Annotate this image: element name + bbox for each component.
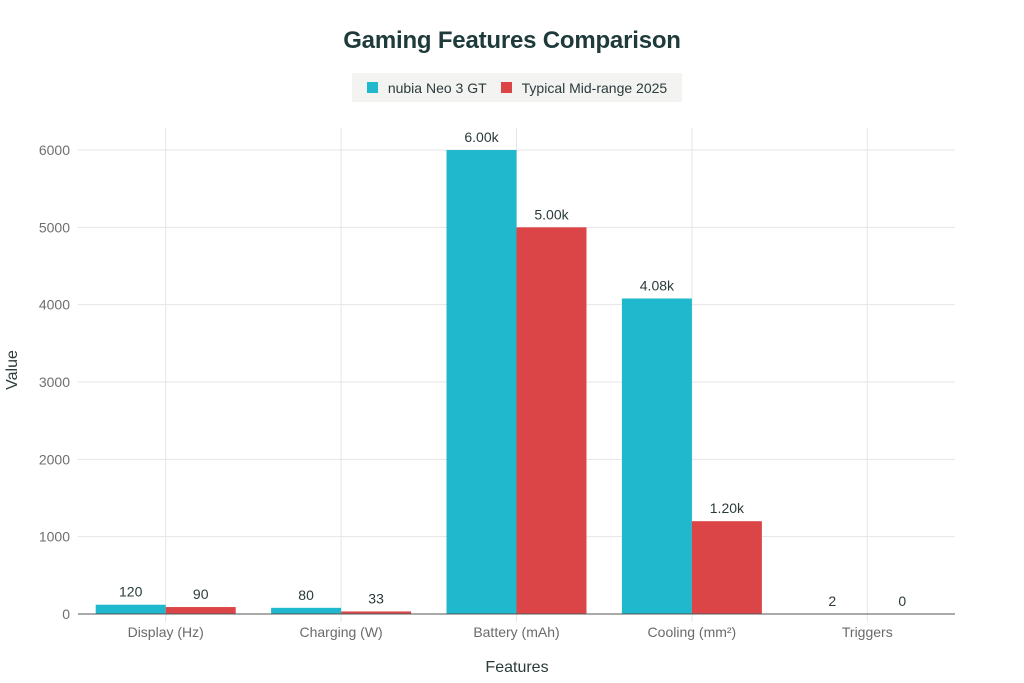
bar[interactable] <box>341 611 412 614</box>
y-tick-label: 5000 <box>39 219 70 235</box>
y-tick-label: 4000 <box>39 297 70 313</box>
bar[interactable] <box>516 227 587 615</box>
bar-value-label: 80 <box>298 587 314 603</box>
x-tick-label: Triggers <box>842 624 893 640</box>
y-tick-label: 6000 <box>39 142 70 158</box>
bar-value-label: 1.20k <box>710 500 745 516</box>
legend-label: Typical Mid-range 2025 <box>521 79 668 96</box>
legend-swatch-icon <box>366 82 378 93</box>
y-tick-label: 0 <box>62 606 70 622</box>
bar-value-label: 2 <box>828 593 836 609</box>
bar-value-label: 0 <box>898 593 906 609</box>
legend: nubia Neo 3 GT Typical Mid-range 2025 <box>352 73 682 102</box>
x-tick-label: Cooling (mm²) <box>648 624 737 640</box>
bar-value-label: 6.00k <box>464 129 499 145</box>
bar[interactable] <box>95 604 166 614</box>
y-tick-label: 1000 <box>39 529 70 545</box>
bar[interactable] <box>621 298 692 614</box>
y-axis-title: Value <box>4 350 21 390</box>
y-tick-label: 2000 <box>39 451 70 467</box>
bar[interactable] <box>271 607 342 614</box>
bar-value-label: 5.00k <box>534 206 569 222</box>
legend-swatch-icon <box>500 82 512 93</box>
y-tick-label: 3000 <box>39 374 70 390</box>
bar[interactable] <box>446 150 517 614</box>
x-tick-label: Display (Hz) <box>128 624 204 640</box>
x-tick-label: Charging (W) <box>299 624 382 640</box>
legend-item-nubia[interactable]: nubia Neo 3 GT <box>366 79 487 96</box>
bar[interactable] <box>165 607 236 614</box>
bar-value-label: 33 <box>368 590 384 606</box>
bar-value-label: 90 <box>193 586 209 602</box>
legend-label: nubia Neo 3 GT <box>387 79 487 96</box>
bar-value-label: 4.08k <box>640 277 675 293</box>
x-tick-label: Battery (mAh) <box>473 624 559 640</box>
x-axis-title: Features <box>485 659 548 676</box>
legend-item-typical[interactable]: Typical Mid-range 2025 <box>500 79 668 96</box>
bar[interactable] <box>691 521 762 614</box>
bar-value-label: 120 <box>119 584 143 600</box>
chart-title: Gaming Features Comparison <box>343 27 681 54</box>
